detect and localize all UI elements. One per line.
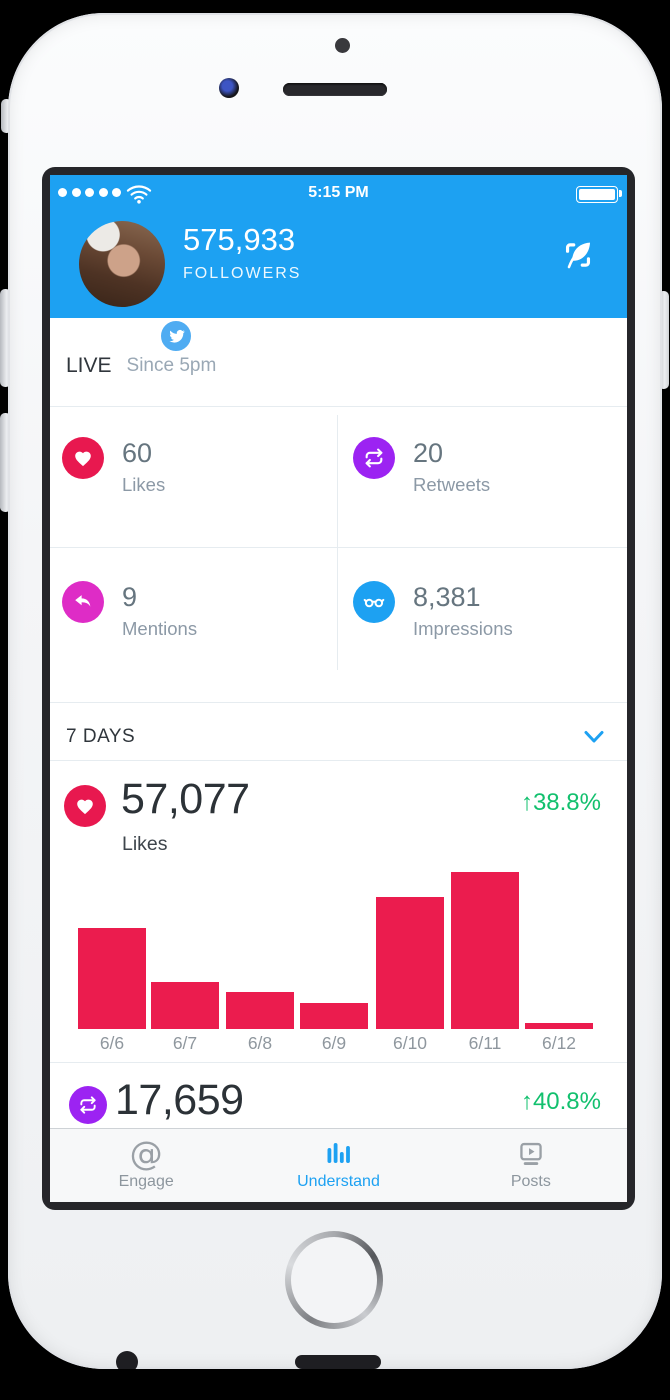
chart-axis-label: 6/8 (247, 1033, 273, 1053)
stat-impressions[interactable]: 8,381 Impressions (341, 551, 621, 681)
likes-total: 57,077 (121, 775, 250, 823)
stat-impressions-value: 8,381 (413, 582, 481, 612)
grid-horizontal-divider (50, 547, 627, 548)
period-selector[interactable]: 7 DAYS (50, 703, 627, 761)
earpiece-speaker (283, 83, 387, 96)
period-label: 7 DAYS (66, 725, 136, 747)
signal-dot (58, 188, 67, 197)
twitter-bird-icon (158, 318, 194, 354)
likes-metric-label: Likes (122, 833, 168, 855)
retweets-metric-section: 17,659 ↑40.8% (50, 1063, 627, 1128)
tab-posts[interactable]: Posts (435, 1129, 627, 1202)
chart-bar (451, 872, 519, 1029)
volume-down-button[interactable] (0, 413, 11, 512)
live-stats-grid: 60 Likes 20 Retweets 9 (50, 407, 627, 703)
app-header: 5:15 PM 575,933 FOLLOWERS (50, 175, 627, 354)
tab-posts-label: Posts (510, 1173, 551, 1190)
home-button[interactable] (285, 1231, 383, 1329)
followers-label: FOLLOWERS (183, 265, 302, 282)
chart-bar (525, 1023, 593, 1029)
stat-likes-value: 60 (122, 438, 153, 468)
front-camera (219, 78, 239, 98)
chart-axis-label: 6/6 (99, 1033, 125, 1053)
followers-count: 575,933 (183, 222, 296, 257)
app-screen: 5:15 PM 575,933 FOLLOWERS (50, 175, 627, 1202)
wifi-icon (126, 185, 152, 204)
stat-impressions-label: Impressions (413, 618, 513, 639)
likes-change-value: 38.8% (532, 789, 601, 816)
likes-metric-section: 57,077 ↑38.8% Likes 6/6 6/7 6/8 6/9 6/10 6/11… (50, 761, 627, 1063)
retweets-change-badge: ↑40.8% (521, 1088, 601, 1116)
chevron-down-icon (584, 730, 604, 742)
heart-icon (64, 785, 106, 827)
retweets-change-value: 40.8% (532, 1088, 601, 1115)
stat-retweets-value: 20 (413, 438, 444, 468)
signal-dot (85, 188, 94, 197)
mute-switch[interactable] (1, 99, 12, 133)
avatar[interactable] (79, 221, 194, 354)
battery-icon (576, 186, 622, 203)
chart-bar (300, 1003, 368, 1029)
signal-dot (98, 188, 108, 197)
retweets-total: 17,659 (115, 1076, 244, 1124)
tab-bar: @ Engage Understand (50, 1128, 627, 1202)
likes-change-badge: ↑38.8% (521, 789, 601, 817)
grid-vertical-divider (337, 415, 338, 670)
glasses-icon (353, 581, 395, 623)
live-section-header: LIVE Since 5pm (50, 318, 627, 407)
stat-likes-label: Likes (122, 474, 166, 495)
chart-bar (78, 928, 146, 1029)
phone-frame: 5:15 PM 575,933 FOLLOWERS (8, 13, 662, 1369)
stat-retweets[interactable]: 20 Retweets (341, 407, 621, 537)
chart-axis-label: 6/10 (392, 1033, 428, 1053)
signal-dot (71, 188, 81, 197)
retweet-icon (353, 437, 395, 479)
up-arrow-icon: ↑ (520, 789, 533, 816)
headphone-jack (116, 1351, 138, 1369)
power-button[interactable] (658, 291, 669, 389)
stat-likes[interactable]: 60 Likes (50, 407, 330, 537)
chart-axis-label: 6/12 (541, 1033, 577, 1053)
stat-mentions[interactable]: 9 Mentions (50, 551, 330, 681)
volume-up-button[interactable] (0, 289, 11, 387)
live-subtitle: Since 5pm (126, 355, 217, 376)
chart-bar (151, 982, 219, 1029)
up-arrow-icon: ↑ (520, 1088, 533, 1115)
heart-icon (62, 437, 104, 479)
retweet-icon (69, 1086, 107, 1124)
status-bar-time: 5:15 PM (308, 184, 369, 201)
posts-icon (520, 1142, 542, 1165)
chart-axis-label: 6/7 (172, 1033, 198, 1053)
chart-bar (376, 897, 444, 1029)
stat-mentions-label: Mentions (122, 618, 198, 639)
bar-chart-icon (327, 1143, 350, 1163)
tab-understand-label: Understand (297, 1173, 380, 1190)
at-icon: @ (129, 1134, 163, 1173)
stat-mentions-value: 9 (122, 582, 138, 612)
tab-engage-label: Engage (118, 1173, 174, 1190)
signal-dot (112, 188, 121, 197)
reply-icon (62, 581, 104, 623)
chart-axis-label: 6/11 (468, 1033, 502, 1053)
signal-strength-dots (58, 188, 121, 197)
chart-axis-label: 6/9 (321, 1033, 347, 1053)
tab-engage[interactable]: @ Engage (50, 1129, 242, 1202)
tab-understand[interactable]: Understand (242, 1129, 434, 1202)
lightning-port (295, 1355, 381, 1369)
chart-bar (226, 992, 294, 1029)
compose-button[interactable] (559, 236, 597, 274)
screen-bezel: 5:15 PM 575,933 FOLLOWERS (42, 167, 635, 1210)
live-title: LIVE (66, 354, 112, 377)
stat-retweets-label: Retweets (413, 474, 491, 495)
proximity-sensor (335, 38, 350, 53)
